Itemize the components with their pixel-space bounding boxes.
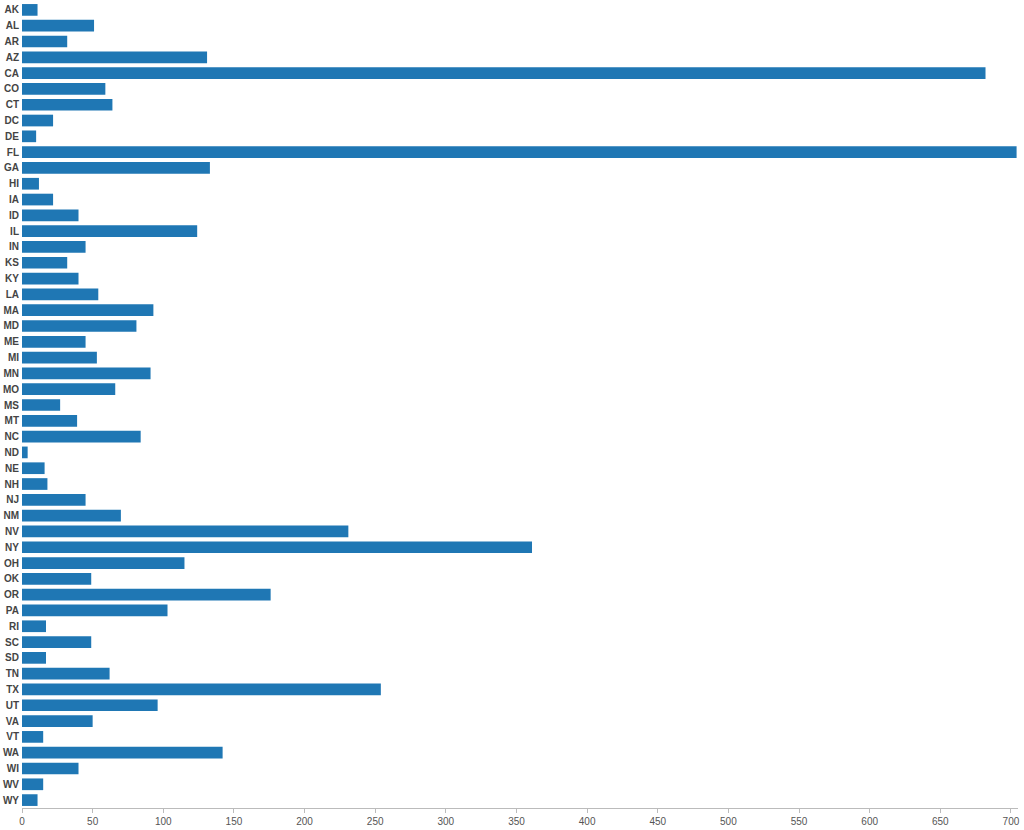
svg-text:NV: NV — [5, 526, 19, 537]
svg-text:SC: SC — [5, 637, 19, 648]
svg-text:AK: AK — [5, 4, 20, 15]
svg-text:OH: OH — [4, 558, 19, 569]
svg-text:NC: NC — [5, 431, 19, 442]
svg-text:MT: MT — [5, 415, 19, 426]
svg-text:300: 300 — [437, 816, 454, 827]
svg-text:DE: DE — [5, 131, 19, 142]
svg-text:CT: CT — [6, 99, 19, 110]
svg-text:500: 500 — [720, 816, 737, 827]
svg-text:PA: PA — [6, 605, 19, 616]
svg-text:250: 250 — [367, 816, 384, 827]
svg-text:0: 0 — [19, 816, 25, 827]
svg-text:OK: OK — [4, 573, 20, 584]
svg-text:150: 150 — [226, 816, 243, 827]
svg-text:ND: ND — [5, 447, 19, 458]
svg-text:550: 550 — [791, 816, 808, 827]
svg-text:700: 700 — [1003, 816, 1020, 827]
svg-text:AR: AR — [5, 36, 20, 47]
svg-text:400: 400 — [579, 816, 596, 827]
svg-text:SD: SD — [5, 652, 19, 663]
svg-text:IL: IL — [10, 226, 19, 237]
svg-text:MS: MS — [4, 400, 19, 411]
svg-text:TX: TX — [6, 684, 19, 695]
svg-text:200: 200 — [296, 816, 313, 827]
svg-text:AL: AL — [6, 20, 19, 31]
svg-text:600: 600 — [861, 816, 878, 827]
svg-text:WI: WI — [7, 763, 19, 774]
svg-text:CA: CA — [5, 68, 19, 79]
svg-text:MD: MD — [3, 320, 19, 331]
svg-text:KS: KS — [5, 257, 19, 268]
svg-text:MN: MN — [3, 368, 19, 379]
svg-text:FL: FL — [7, 147, 19, 158]
svg-text:AZ: AZ — [6, 52, 19, 63]
svg-text:NJ: NJ — [6, 494, 19, 505]
svg-text:650: 650 — [932, 816, 949, 827]
svg-text:WA: WA — [3, 747, 19, 758]
svg-text:IA: IA — [9, 194, 19, 205]
svg-text:NE: NE — [5, 463, 19, 474]
svg-text:NH: NH — [5, 479, 19, 490]
svg-text:ID: ID — [9, 210, 19, 221]
svg-text:IN: IN — [9, 241, 19, 252]
svg-text:CO: CO — [4, 83, 19, 94]
svg-text:NM: NM — [3, 510, 19, 521]
svg-text:VT: VT — [6, 731, 19, 742]
svg-text:DC: DC — [5, 115, 19, 126]
svg-text:WV: WV — [3, 779, 19, 790]
svg-text:VA: VA — [6, 716, 19, 727]
svg-text:350: 350 — [508, 816, 525, 827]
svg-text:MO: MO — [3, 384, 19, 395]
svg-text:OR: OR — [4, 589, 20, 600]
svg-text:NY: NY — [5, 542, 19, 553]
svg-text:TN: TN — [6, 668, 19, 679]
svg-text:HI: HI — [9, 178, 19, 189]
svg-text:ME: ME — [4, 336, 19, 347]
svg-text:50: 50 — [87, 816, 99, 827]
svg-text:WY: WY — [3, 795, 19, 806]
svg-text:GA: GA — [4, 162, 19, 173]
svg-text:RI: RI — [9, 621, 19, 632]
svg-text:UT: UT — [6, 700, 19, 711]
svg-text:MA: MA — [3, 305, 19, 316]
svg-text:MI: MI — [8, 352, 19, 363]
svg-text:450: 450 — [649, 816, 666, 827]
svg-text:KY: KY — [5, 273, 19, 284]
svg-text:100: 100 — [155, 816, 172, 827]
svg-text:LA: LA — [6, 289, 19, 300]
